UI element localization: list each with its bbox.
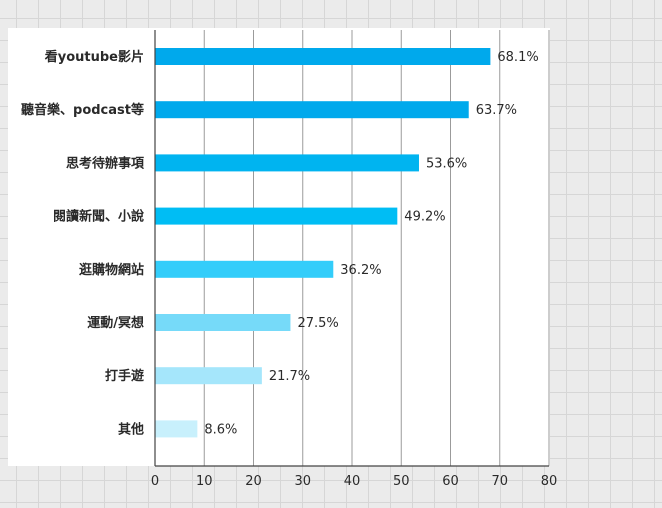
bars (155, 48, 491, 438)
x-tick-label: 40 (344, 474, 361, 489)
x-tick-label: 0 (151, 474, 159, 489)
value-label: 68.1% (497, 50, 538, 65)
value-label: 63.7% (476, 103, 517, 118)
bar (155, 154, 419, 172)
x-tick-label: 10 (196, 474, 213, 489)
x-tick-label: 50 (393, 474, 410, 489)
category-label: 逛購物網站 (79, 262, 144, 278)
x-tick-label: 80 (541, 474, 558, 489)
category-label: 思考待辦事項 (66, 155, 145, 171)
x-tick-label: 20 (245, 474, 262, 489)
category-label: 看youtube影片 (45, 49, 144, 65)
bar (155, 48, 491, 65)
x-tick-label: 30 (294, 474, 311, 489)
bar (155, 207, 398, 225)
value-label: 49.2% (404, 210, 445, 225)
x-tick-label: 70 (491, 474, 508, 489)
bar (155, 367, 262, 385)
category-label: 閱讀新聞、小說 (53, 209, 144, 225)
plot-area (8, 28, 550, 466)
value-label: 27.5% (297, 316, 338, 331)
value-label: 36.2% (340, 263, 381, 278)
x-axis-ticks: 0 10 20 30 40 50 60 70 80 (151, 474, 557, 489)
value-label: 8.6% (204, 422, 237, 437)
value-label: 53.6% (426, 156, 467, 171)
category-label: 其他 (118, 421, 144, 437)
value-labels: 68.1% 63.7% 53.6% 49.2% 36.2% 27.5% 21.7% 8.6% (204, 50, 538, 437)
category-labels: 看youtube影片聽音樂、podcast等思考待辦事項閱讀新聞、小說逛購物網站… (21, 49, 145, 437)
x-tick-label: 60 (442, 474, 459, 489)
bar (155, 314, 291, 331)
bar (155, 420, 198, 438)
category-label: 打手遊 (105, 368, 144, 384)
value-label: 21.7% (269, 369, 310, 384)
category-label: 運動/冥想 (87, 315, 144, 331)
category-label: 聽音樂、podcast等 (21, 102, 144, 118)
bar (155, 101, 469, 119)
bar (155, 260, 334, 278)
